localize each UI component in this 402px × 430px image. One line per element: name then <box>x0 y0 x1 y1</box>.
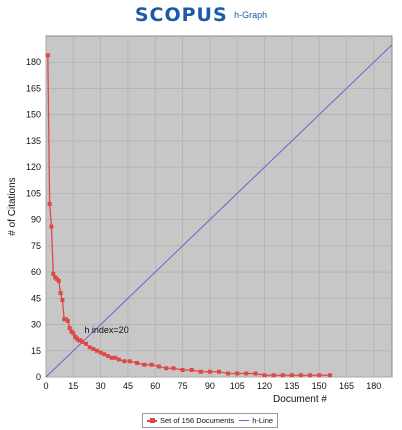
x-tick-label: 180 <box>366 381 381 391</box>
document-point <box>244 371 249 376</box>
document-point <box>289 373 294 378</box>
y-tick-label: 0 <box>36 372 41 382</box>
document-point <box>113 355 118 360</box>
x-tick-label: 135 <box>284 381 299 391</box>
document-point <box>262 373 267 378</box>
h-line-series <box>45 44 393 378</box>
y-tick-label: 150 <box>26 110 41 120</box>
y-tick-label: 15 <box>31 346 41 356</box>
x-tick-label: 75 <box>178 381 188 391</box>
document-point <box>180 368 185 373</box>
document-point <box>217 369 221 374</box>
h-graph-subtitle: h-Graph <box>234 10 268 20</box>
document-point <box>116 357 121 362</box>
y-tick-label: 105 <box>26 188 41 198</box>
scopus-logo: SCOPUS <box>134 4 228 26</box>
document-point <box>58 291 63 296</box>
document-point <box>135 361 140 366</box>
document-point <box>51 271 56 276</box>
scopus-header: SCOPUS h-Graph <box>0 4 402 28</box>
documents-series <box>45 53 333 378</box>
document-point <box>45 53 50 58</box>
y-tick-label: 180 <box>26 57 41 67</box>
document-point <box>298 373 303 378</box>
y-tick-label: 120 <box>26 162 41 172</box>
x-tick-label: 150 <box>312 381 327 391</box>
document-point <box>122 359 127 364</box>
y-tick-label: 90 <box>31 215 41 225</box>
y-axis-label: # of Citations <box>7 177 18 235</box>
document-point <box>80 340 85 345</box>
x-tick-label: 15 <box>68 381 78 391</box>
document-point <box>105 354 110 359</box>
document-point <box>56 278 61 283</box>
document-point <box>149 362 154 367</box>
document-point <box>102 352 107 357</box>
x-axis-label: Document # <box>273 394 327 405</box>
y-tick-label: 135 <box>26 136 41 146</box>
document-point <box>171 366 176 371</box>
y-tick-label: 30 <box>31 320 41 330</box>
tick-labels: 0 15 30 45 60 75 90 105 120 135 150 165 180 0 15 30 45 60… <box>26 57 381 391</box>
document-point <box>207 369 212 374</box>
document-point <box>91 347 96 352</box>
document-point <box>271 373 276 378</box>
document-point <box>94 348 99 353</box>
y-tick-label: 60 <box>31 267 41 277</box>
document-point <box>127 359 132 364</box>
x-tick-label: 105 <box>230 381 245 391</box>
document-point <box>109 355 114 360</box>
x-tick-label: 30 <box>96 381 106 391</box>
document-point <box>189 368 194 373</box>
document-point <box>60 298 65 303</box>
document-point <box>87 345 92 350</box>
x-tick-label: 45 <box>123 381 133 391</box>
document-point <box>164 366 169 371</box>
h-line <box>45 44 393 378</box>
document-point <box>308 373 313 378</box>
x-tick-label: 165 <box>339 381 354 391</box>
document-point <box>98 350 103 355</box>
document-point <box>226 371 231 376</box>
document-point <box>253 371 258 376</box>
y-tick-label: 75 <box>31 241 41 251</box>
document-point <box>235 371 240 376</box>
document-point <box>65 319 70 324</box>
document-point <box>317 373 322 378</box>
chart-legend: Set of 156 Documents h-Line <box>142 413 279 428</box>
y-tick-label: 165 <box>26 83 41 93</box>
document-point <box>198 369 203 374</box>
h-line-legend-label: h-Line <box>252 416 274 425</box>
document-point <box>47 201 52 206</box>
documents-legend-swatch <box>147 417 157 423</box>
document-point <box>142 362 147 367</box>
document-point <box>49 224 54 229</box>
x-tick-label: 90 <box>205 381 215 391</box>
document-point <box>280 373 285 378</box>
x-tick-label: 120 <box>257 381 272 391</box>
document-point <box>67 326 72 331</box>
gridlines <box>45 36 392 378</box>
y-tick-label: 45 <box>31 293 41 303</box>
document-point <box>71 331 76 336</box>
h-index-annotation: h index=20 <box>84 325 128 335</box>
document-point <box>328 373 333 378</box>
x-tick-label: 60 <box>150 381 160 391</box>
x-tick-label: 0 <box>43 381 48 391</box>
document-point <box>156 364 161 369</box>
documents-legend-label: Set of 156 Documents <box>160 416 235 425</box>
document-point <box>84 341 89 346</box>
h-line-legend-swatch <box>239 420 250 421</box>
